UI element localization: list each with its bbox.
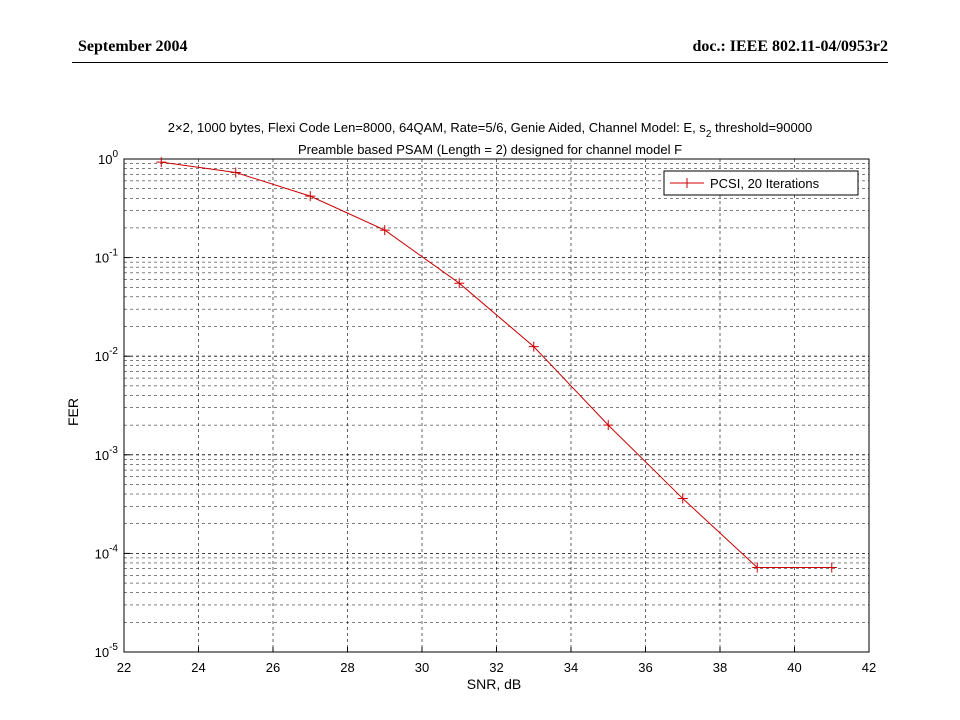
- data-point-marker: [156, 157, 167, 168]
- legend-label: PCSI, 20 Iterations: [710, 176, 820, 191]
- x-axis-ticks: 22 24 26 28 30 32 34 36 38 40 42: [117, 647, 876, 675]
- y-tick-label: 10-3: [95, 445, 119, 463]
- series-line: [161, 161, 832, 568]
- data-point-marker: [603, 420, 614, 431]
- x-tick-label: 28: [340, 660, 354, 675]
- data-point-marker: [230, 167, 241, 178]
- x-tick-label: 26: [266, 660, 280, 675]
- y-tick-label: 10-2: [95, 346, 119, 364]
- y-tick-label: 10-4: [95, 543, 119, 561]
- y-tick-label: 100: [98, 149, 118, 167]
- x-tick-label: 42: [862, 660, 876, 675]
- x-axis-label: SNR, dB: [467, 676, 521, 692]
- legend: PCSI, 20 Iterations: [663, 170, 859, 196]
- series-group: [156, 157, 837, 573]
- y-tick-label: 10-5: [95, 642, 119, 660]
- data-point-marker: [528, 341, 539, 352]
- x-tick-label: 22: [117, 660, 131, 675]
- x-tick-label: 32: [489, 660, 503, 675]
- chart-title-line2: Preamble based PSAM (Length = 2) designe…: [298, 142, 682, 157]
- header-date: September 2004: [78, 38, 188, 55]
- y-tick-label: 10-1: [95, 248, 119, 266]
- header-doc-id: doc.: IEEE 802.11-04/0953r2: [692, 38, 888, 55]
- data-point-marker: [752, 562, 763, 573]
- data-point-marker: [826, 562, 837, 573]
- grid-lines: [124, 159, 869, 652]
- data-point-marker: [379, 225, 390, 236]
- x-tick-label: 24: [191, 660, 205, 675]
- y-axis-label: FER: [65, 398, 81, 426]
- data-point-marker: [454, 278, 465, 289]
- x-tick-label: 30: [415, 660, 429, 675]
- x-tick-label: 38: [713, 660, 727, 675]
- y-axis-ticks: 100 10-1 10-2 10-3 10-4 10-5: [95, 149, 130, 660]
- x-tick-label: 36: [638, 660, 652, 675]
- x-tick-label: 34: [564, 660, 578, 675]
- data-point-marker: [305, 191, 316, 202]
- header-rule: [72, 62, 888, 63]
- data-point-marker: [677, 493, 688, 504]
- chart-title-line1: 2×2, 1000 bytes, Flexi Code Len=8000, 64…: [168, 120, 812, 140]
- legend-marker: [682, 178, 692, 188]
- x-tick-label: 40: [787, 660, 801, 675]
